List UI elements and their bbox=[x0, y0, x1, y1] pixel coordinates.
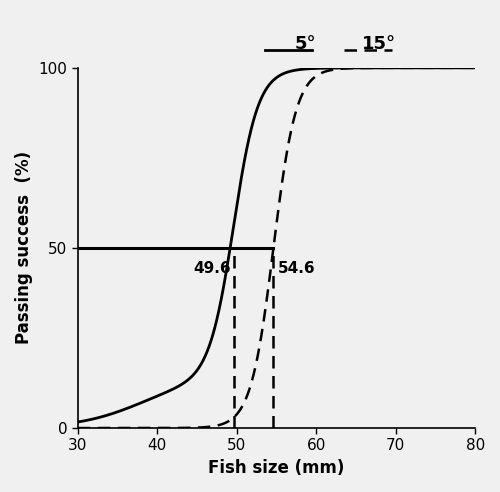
Text: 5°: 5° bbox=[294, 35, 316, 54]
Text: 15°: 15° bbox=[362, 35, 396, 54]
Text: 49.6: 49.6 bbox=[193, 261, 230, 276]
X-axis label: Fish size (mm): Fish size (mm) bbox=[208, 459, 345, 477]
Text: 54.6: 54.6 bbox=[278, 261, 315, 276]
Y-axis label: Passing success  (%): Passing success (%) bbox=[15, 152, 33, 344]
